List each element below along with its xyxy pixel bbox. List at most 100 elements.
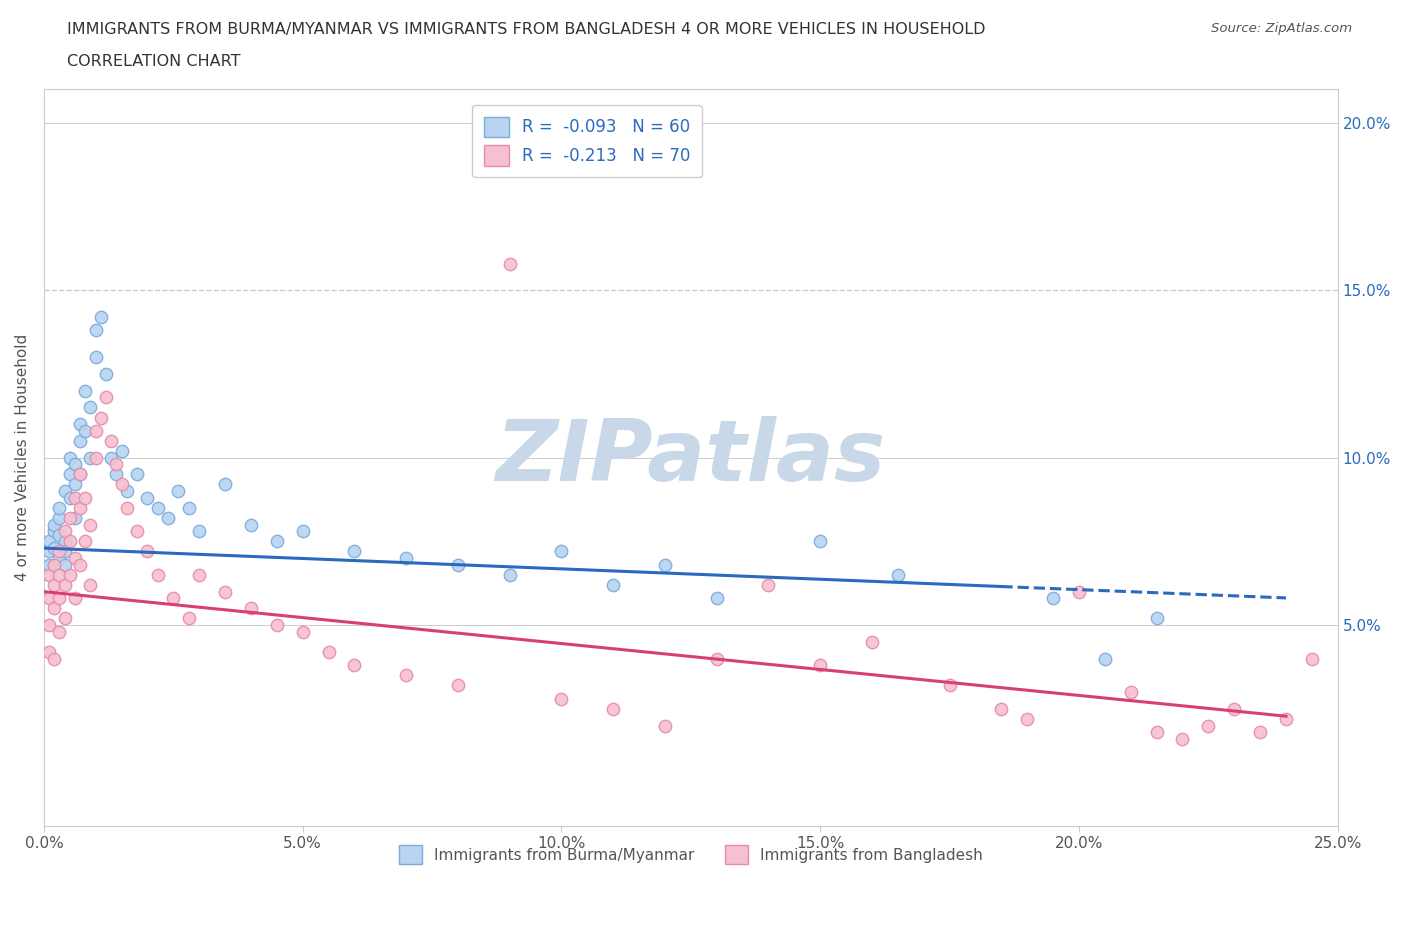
- Point: [602, 701, 624, 716]
- Y-axis label: 4 or more Vehicles in Household: 4 or more Vehicles in Household: [15, 334, 30, 581]
- Point: [125, 524, 148, 538]
- Point: [63, 477, 86, 492]
- Point: [214, 477, 236, 492]
- Point: [94, 390, 117, 405]
- Point: [318, 644, 340, 659]
- Point: [53, 484, 76, 498]
- Point: [69, 467, 91, 482]
- Point: [105, 457, 128, 472]
- Point: [110, 444, 132, 458]
- Point: [177, 500, 200, 515]
- Point: [53, 534, 76, 549]
- Point: [343, 658, 366, 672]
- Point: [63, 457, 86, 472]
- Point: [69, 557, 91, 572]
- Point: [48, 527, 70, 542]
- Point: [38, 644, 60, 659]
- Point: [69, 467, 91, 482]
- Point: [44, 524, 66, 538]
- Point: [69, 417, 91, 432]
- Point: [1146, 724, 1168, 739]
- Point: [53, 524, 76, 538]
- Point: [59, 567, 82, 582]
- Point: [84, 450, 107, 465]
- Point: [1171, 732, 1194, 747]
- Point: [214, 584, 236, 599]
- Point: [59, 490, 82, 505]
- Text: IMMIGRANTS FROM BURMA/MYANMAR VS IMMIGRANTS FROM BANGLADESH 4 OR MORE VEHICLES I: IMMIGRANTS FROM BURMA/MYANMAR VS IMMIGRA…: [67, 22, 986, 37]
- Point: [447, 557, 470, 572]
- Point: [105, 467, 128, 482]
- Point: [44, 557, 66, 572]
- Point: [53, 611, 76, 626]
- Point: [167, 484, 190, 498]
- Point: [550, 691, 572, 706]
- Point: [146, 500, 169, 515]
- Point: [79, 450, 101, 465]
- Text: Source: ZipAtlas.com: Source: ZipAtlas.com: [1212, 22, 1353, 35]
- Point: [125, 467, 148, 482]
- Point: [75, 534, 97, 549]
- Point: [63, 551, 86, 565]
- Point: [808, 534, 831, 549]
- Point: [499, 567, 522, 582]
- Point: [177, 611, 200, 626]
- Point: [84, 350, 107, 365]
- Point: [53, 557, 76, 572]
- Point: [395, 668, 418, 683]
- Point: [59, 467, 82, 482]
- Point: [447, 678, 470, 693]
- Point: [48, 511, 70, 525]
- Point: [44, 578, 66, 592]
- Point: [79, 517, 101, 532]
- Point: [53, 578, 76, 592]
- Point: [48, 567, 70, 582]
- Point: [79, 578, 101, 592]
- Point: [938, 678, 960, 693]
- Point: [343, 544, 366, 559]
- Point: [59, 450, 82, 465]
- Point: [860, 634, 883, 649]
- Point: [48, 551, 70, 565]
- Point: [654, 557, 676, 572]
- Point: [38, 557, 60, 572]
- Point: [84, 423, 107, 438]
- Point: [1275, 711, 1298, 726]
- Point: [162, 591, 184, 605]
- Point: [1067, 584, 1090, 599]
- Point: [239, 601, 262, 616]
- Point: [499, 256, 522, 271]
- Point: [63, 591, 86, 605]
- Point: [239, 517, 262, 532]
- Point: [48, 544, 70, 559]
- Point: [90, 310, 112, 325]
- Point: [59, 534, 82, 549]
- Point: [1119, 684, 1142, 699]
- Point: [75, 383, 97, 398]
- Legend: Immigrants from Burma/Myanmar, Immigrants from Bangladesh: Immigrants from Burma/Myanmar, Immigrant…: [392, 839, 988, 870]
- Point: [706, 591, 728, 605]
- Point: [63, 490, 86, 505]
- Point: [146, 567, 169, 582]
- Point: [136, 544, 159, 559]
- Point: [69, 500, 91, 515]
- Point: [188, 524, 211, 538]
- Point: [63, 511, 86, 525]
- Point: [38, 567, 60, 582]
- Point: [157, 511, 180, 525]
- Point: [602, 578, 624, 592]
- Point: [266, 534, 288, 549]
- Point: [59, 511, 82, 525]
- Point: [38, 534, 60, 549]
- Point: [291, 524, 314, 538]
- Point: [395, 551, 418, 565]
- Point: [188, 567, 211, 582]
- Point: [44, 557, 66, 572]
- Point: [44, 540, 66, 555]
- Point: [1017, 711, 1039, 726]
- Point: [115, 484, 138, 498]
- Point: [75, 490, 97, 505]
- Point: [1094, 651, 1116, 666]
- Point: [550, 544, 572, 559]
- Point: [1146, 611, 1168, 626]
